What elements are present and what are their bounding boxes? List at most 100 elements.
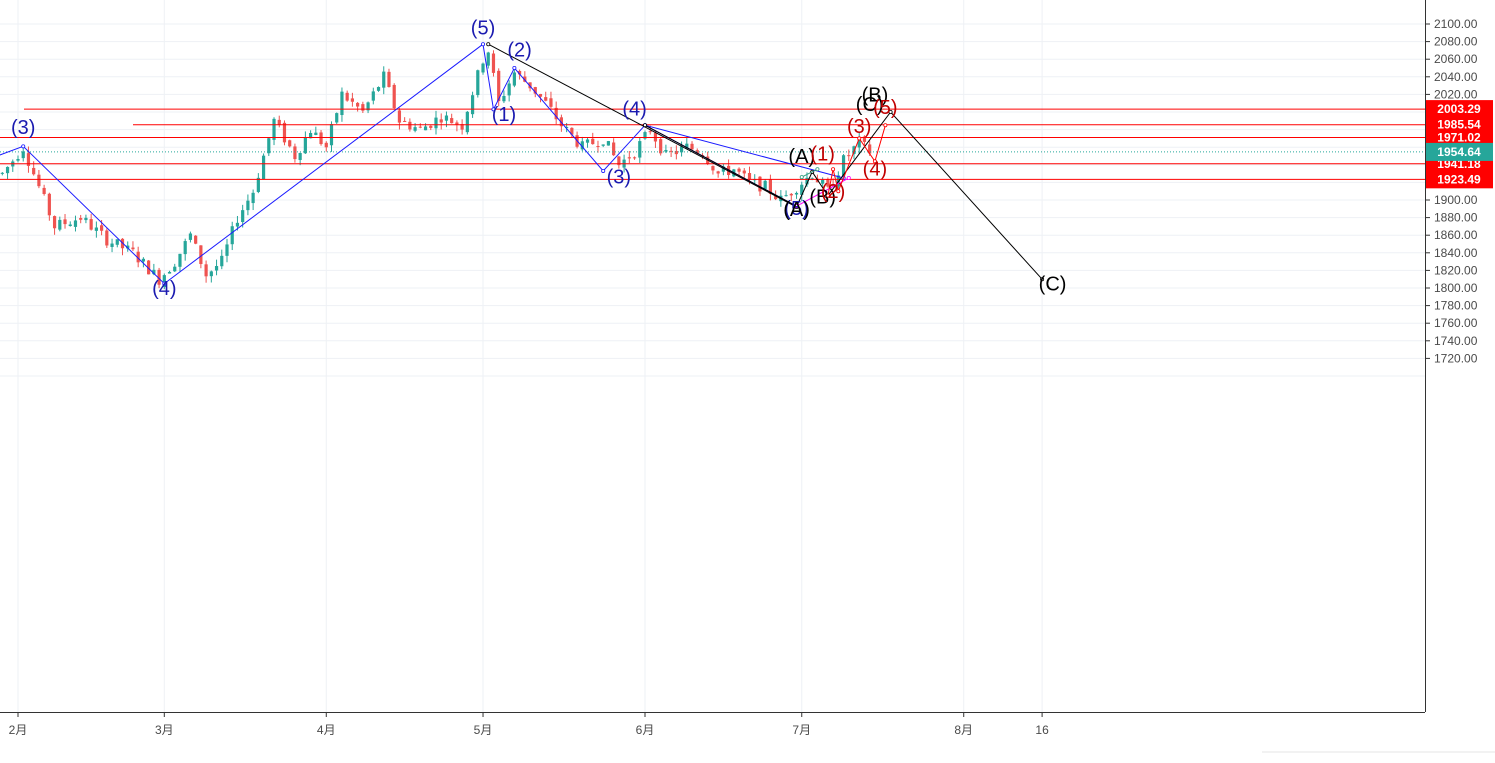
candle-body [481, 63, 485, 73]
time-axis-label: 5月 [474, 723, 493, 737]
candle-body [648, 131, 652, 133]
candle-body [47, 193, 51, 216]
candle-body [288, 140, 292, 147]
candle-body [711, 166, 715, 171]
candle-body [100, 225, 104, 231]
wave-label: (B) [809, 187, 836, 209]
candle-body [314, 132, 318, 135]
candle-body [183, 241, 187, 255]
price-axis-label: 1780.00 [1434, 299, 1478, 313]
candle-body [272, 118, 276, 140]
candle-body [261, 155, 266, 180]
candle-body [94, 227, 98, 231]
wave-label: (C) [1039, 274, 1067, 296]
candle-body [21, 151, 25, 159]
candle-body [79, 218, 83, 220]
wave-label: (5) [873, 97, 897, 119]
wave-point [831, 167, 836, 172]
wave-point [815, 167, 820, 172]
wave-point [872, 159, 877, 164]
candle-body [105, 230, 109, 246]
candle-body [476, 70, 480, 96]
candle-body [298, 153, 302, 160]
candle-body [345, 92, 349, 101]
candle-body [5, 166, 10, 174]
candle-body [277, 119, 281, 125]
wave-label: (2) [821, 181, 845, 203]
candle-body [309, 133, 313, 139]
candle-body [241, 210, 245, 223]
time-axis-label: 16 [1035, 723, 1049, 737]
last-price-tag-background [1426, 142, 1493, 161]
candle-body [371, 91, 375, 101]
candle-body [470, 95, 475, 115]
time-axis-panel[interactable] [0, 712, 1425, 758]
candle-body [58, 219, 62, 230]
wave-point [491, 107, 496, 112]
candle-body [695, 150, 699, 154]
candle-body [89, 219, 93, 230]
candle-body [805, 177, 809, 185]
wave-point [836, 189, 841, 194]
candle-body [32, 167, 36, 175]
candle-body [632, 157, 637, 159]
wave-label: (1) [492, 104, 516, 126]
candle-body [679, 146, 684, 153]
candle-body [131, 247, 135, 250]
wave-line [644, 124, 844, 179]
candle-body [16, 159, 20, 161]
candle-body [84, 217, 88, 221]
candle-body [392, 84, 396, 109]
candle-body [63, 219, 67, 225]
candle-body [455, 122, 459, 125]
price-axis-label: 2020.00 [1434, 87, 1478, 101]
price-axis-label: 1720.00 [1434, 351, 1478, 365]
price-axis-label: 2060.00 [1434, 52, 1478, 66]
candle-body [230, 226, 234, 245]
candle-body [570, 127, 574, 135]
wave-label: (3) [847, 116, 871, 138]
candle-body [188, 233, 193, 240]
candle-body [408, 121, 412, 130]
candle-body [465, 111, 469, 133]
candle-body [747, 173, 752, 180]
wave-label: (3) [607, 166, 631, 188]
candle-body [591, 138, 595, 145]
candle-body [52, 216, 57, 229]
candle-body [784, 195, 788, 197]
candle-body [173, 266, 177, 272]
candle-body [73, 220, 78, 227]
candle-body [664, 150, 668, 152]
level-price-tag: 2003.29 [1437, 102, 1481, 116]
wave-label: (5) [784, 198, 808, 220]
wave-label: (4) [863, 158, 887, 180]
wave-point [846, 175, 851, 180]
candle-body [356, 102, 360, 107]
candle-body [235, 222, 240, 227]
candle-body [868, 144, 872, 154]
candle-body [403, 120, 407, 122]
wave-label: (A) [783, 199, 810, 221]
candle-body [523, 76, 527, 82]
candle-body [350, 98, 354, 102]
wave-point [888, 110, 893, 115]
candle-body [418, 126, 422, 128]
level-price-tag: 1923.49 [1437, 172, 1481, 186]
candle-body [659, 139, 663, 154]
candle-body [115, 239, 119, 245]
wave-point [799, 175, 804, 180]
candle-body [852, 146, 856, 155]
candle-body [831, 184, 835, 187]
candle-body [763, 180, 767, 189]
candle-body [674, 150, 678, 155]
candle-body [580, 141, 584, 150]
candle-body [340, 91, 344, 116]
candle-body [549, 98, 553, 107]
wave-point [486, 42, 491, 47]
horizontal-levels [0, 108, 1425, 180]
candle-body [214, 266, 219, 271]
candle-body [533, 87, 537, 94]
candle-body [37, 174, 41, 187]
